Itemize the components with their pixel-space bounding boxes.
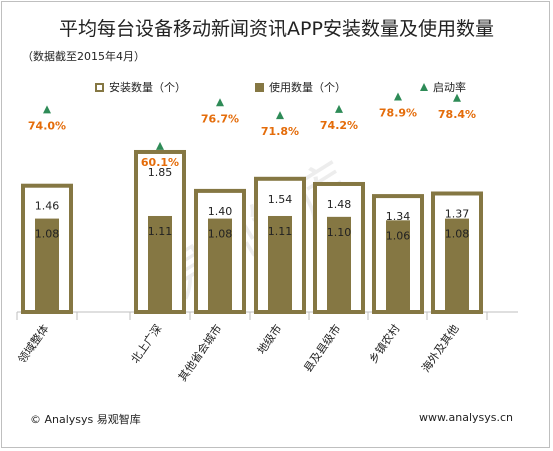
rate-marker-1 [156,141,164,150]
footer-url: www.analysys.cn [419,411,513,424]
legend-rate: 启动率 [420,79,466,95]
rate-label-4: 74.2% [320,119,358,132]
used-bar-1 [148,215,172,312]
rate-marker-4 [335,104,343,113]
used-bar-6 [445,218,469,312]
used-label-4: 1.10 [327,226,352,239]
installed-label-4: 1.48 [327,198,352,211]
rate-label-1: 60.1% [141,156,179,169]
legend-used-swatch [255,82,264,92]
installed-label-0: 1.46 [35,200,60,213]
used-label-6: 1.08 [445,228,470,241]
used-label-2: 1.08 [208,228,233,241]
legend: 安装数量（个） 使用数量（个） 启动率 [0,79,553,95]
rate-marker-2 [216,98,224,107]
installed-label-1: 1.85 [148,166,173,179]
legend-rate-label: 启动率 [433,81,466,94]
rate-label-5: 78.9% [379,106,417,119]
used-bar-2 [208,218,232,312]
rate-label-3: 71.8% [261,125,299,138]
used-bar-3 [268,215,292,312]
used-bar-5 [386,220,410,312]
category-label-2: 其他省会城市 [175,322,224,384]
category-label-3: 地级市 [254,322,284,357]
installed-label-2: 1.40 [208,205,233,218]
rate-marker-5 [394,92,402,101]
installed-label-3: 1.54 [268,193,293,206]
used-label-3: 1.11 [268,225,293,238]
category-label-6: 海外及其他 [418,322,461,375]
legend-installed-swatch [95,82,104,92]
rate-marker-3 [276,111,284,120]
legend-installed: 安装数量（个） [95,79,186,95]
category-label-1: 北上广深 [129,322,165,365]
used-label-0: 1.08 [35,228,60,241]
category-label-5: 乡镇农村 [366,322,403,366]
rate-marker-0 [43,105,51,114]
installed-label-6: 1.37 [445,207,470,220]
rate-label-6: 78.4% [438,108,476,121]
chart-subtitle: （数据截至2015年4月） [22,50,145,63]
used-bar-4 [327,216,351,312]
used-bar-0 [35,218,59,312]
used-label-5: 1.06 [386,229,411,242]
legend-rate-marker [420,83,428,91]
category-label-0: 领域整体 [15,322,52,366]
used-label-1: 1.11 [148,225,173,238]
footer-copyright: © Analysys 易观智库 [30,413,141,426]
legend-used: 使用数量（个） [255,79,346,95]
rate-label-0: 74.0% [28,119,66,132]
legend-used-label: 使用数量（个） [269,81,346,94]
legend-installed-label: 安装数量（个） [109,81,186,94]
chart-title: 平均每台设备移动新闻资讯APP安装数量及使用数量 [59,18,494,40]
rate-marker-6 [453,93,461,102]
installed-label-5: 1.34 [386,210,411,223]
category-label-4: 县及县级市 [300,322,343,375]
rate-label-2: 76.7% [201,112,239,125]
